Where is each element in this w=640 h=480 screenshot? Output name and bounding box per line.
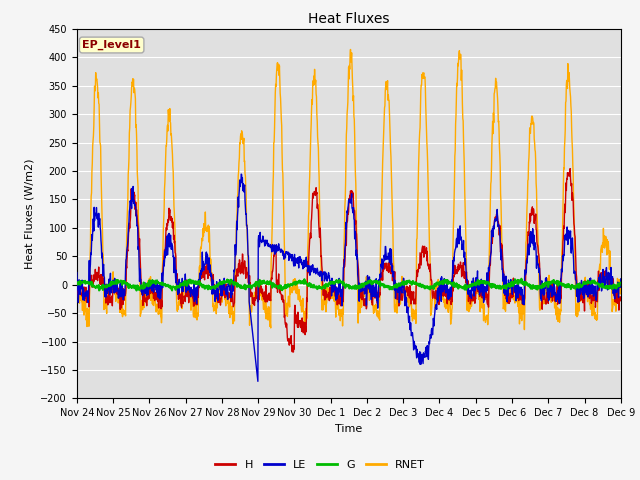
LE <box>237 171 245 177</box>
RNET <box>434 288 442 293</box>
Line: G: G <box>77 279 621 290</box>
H <box>180 295 188 301</box>
LE <box>255 244 263 250</box>
G <box>553 278 561 284</box>
H <box>73 294 81 300</box>
RNET <box>73 272 81 278</box>
Line: LE: LE <box>77 174 621 381</box>
RNET <box>180 285 188 290</box>
RNET <box>617 287 625 292</box>
Text: EP_level1: EP_level1 <box>82 40 141 50</box>
LE <box>617 276 625 282</box>
RNET <box>194 311 202 316</box>
Line: RNET: RNET <box>77 49 621 330</box>
G <box>255 284 263 289</box>
G <box>518 276 525 282</box>
Line: H: H <box>77 168 621 352</box>
X-axis label: Time: Time <box>335 424 362 433</box>
LE <box>434 299 442 304</box>
G <box>132 288 140 293</box>
Title: Heat Fluxes: Heat Fluxes <box>308 12 390 26</box>
H <box>434 294 442 300</box>
G <box>181 278 189 284</box>
G <box>617 280 625 286</box>
H <box>617 298 625 303</box>
G <box>434 281 442 287</box>
RNET <box>347 47 355 52</box>
G <box>195 281 202 287</box>
H <box>505 290 513 296</box>
G <box>505 283 513 288</box>
Legend: H, LE, G, RNET: H, LE, G, RNET <box>211 456 429 474</box>
LE <box>553 292 561 298</box>
LE <box>194 288 202 293</box>
RNET <box>255 278 262 284</box>
H <box>194 290 202 296</box>
H <box>289 349 297 355</box>
Y-axis label: Heat Fluxes (W/m2): Heat Fluxes (W/m2) <box>25 158 35 269</box>
H <box>553 297 561 303</box>
RNET <box>553 316 561 322</box>
G <box>73 281 81 287</box>
LE <box>505 286 513 292</box>
LE <box>254 378 262 384</box>
RNET <box>520 327 528 333</box>
LE <box>180 282 188 288</box>
H <box>566 166 574 171</box>
LE <box>73 270 81 276</box>
RNET <box>505 287 513 293</box>
H <box>255 278 262 284</box>
